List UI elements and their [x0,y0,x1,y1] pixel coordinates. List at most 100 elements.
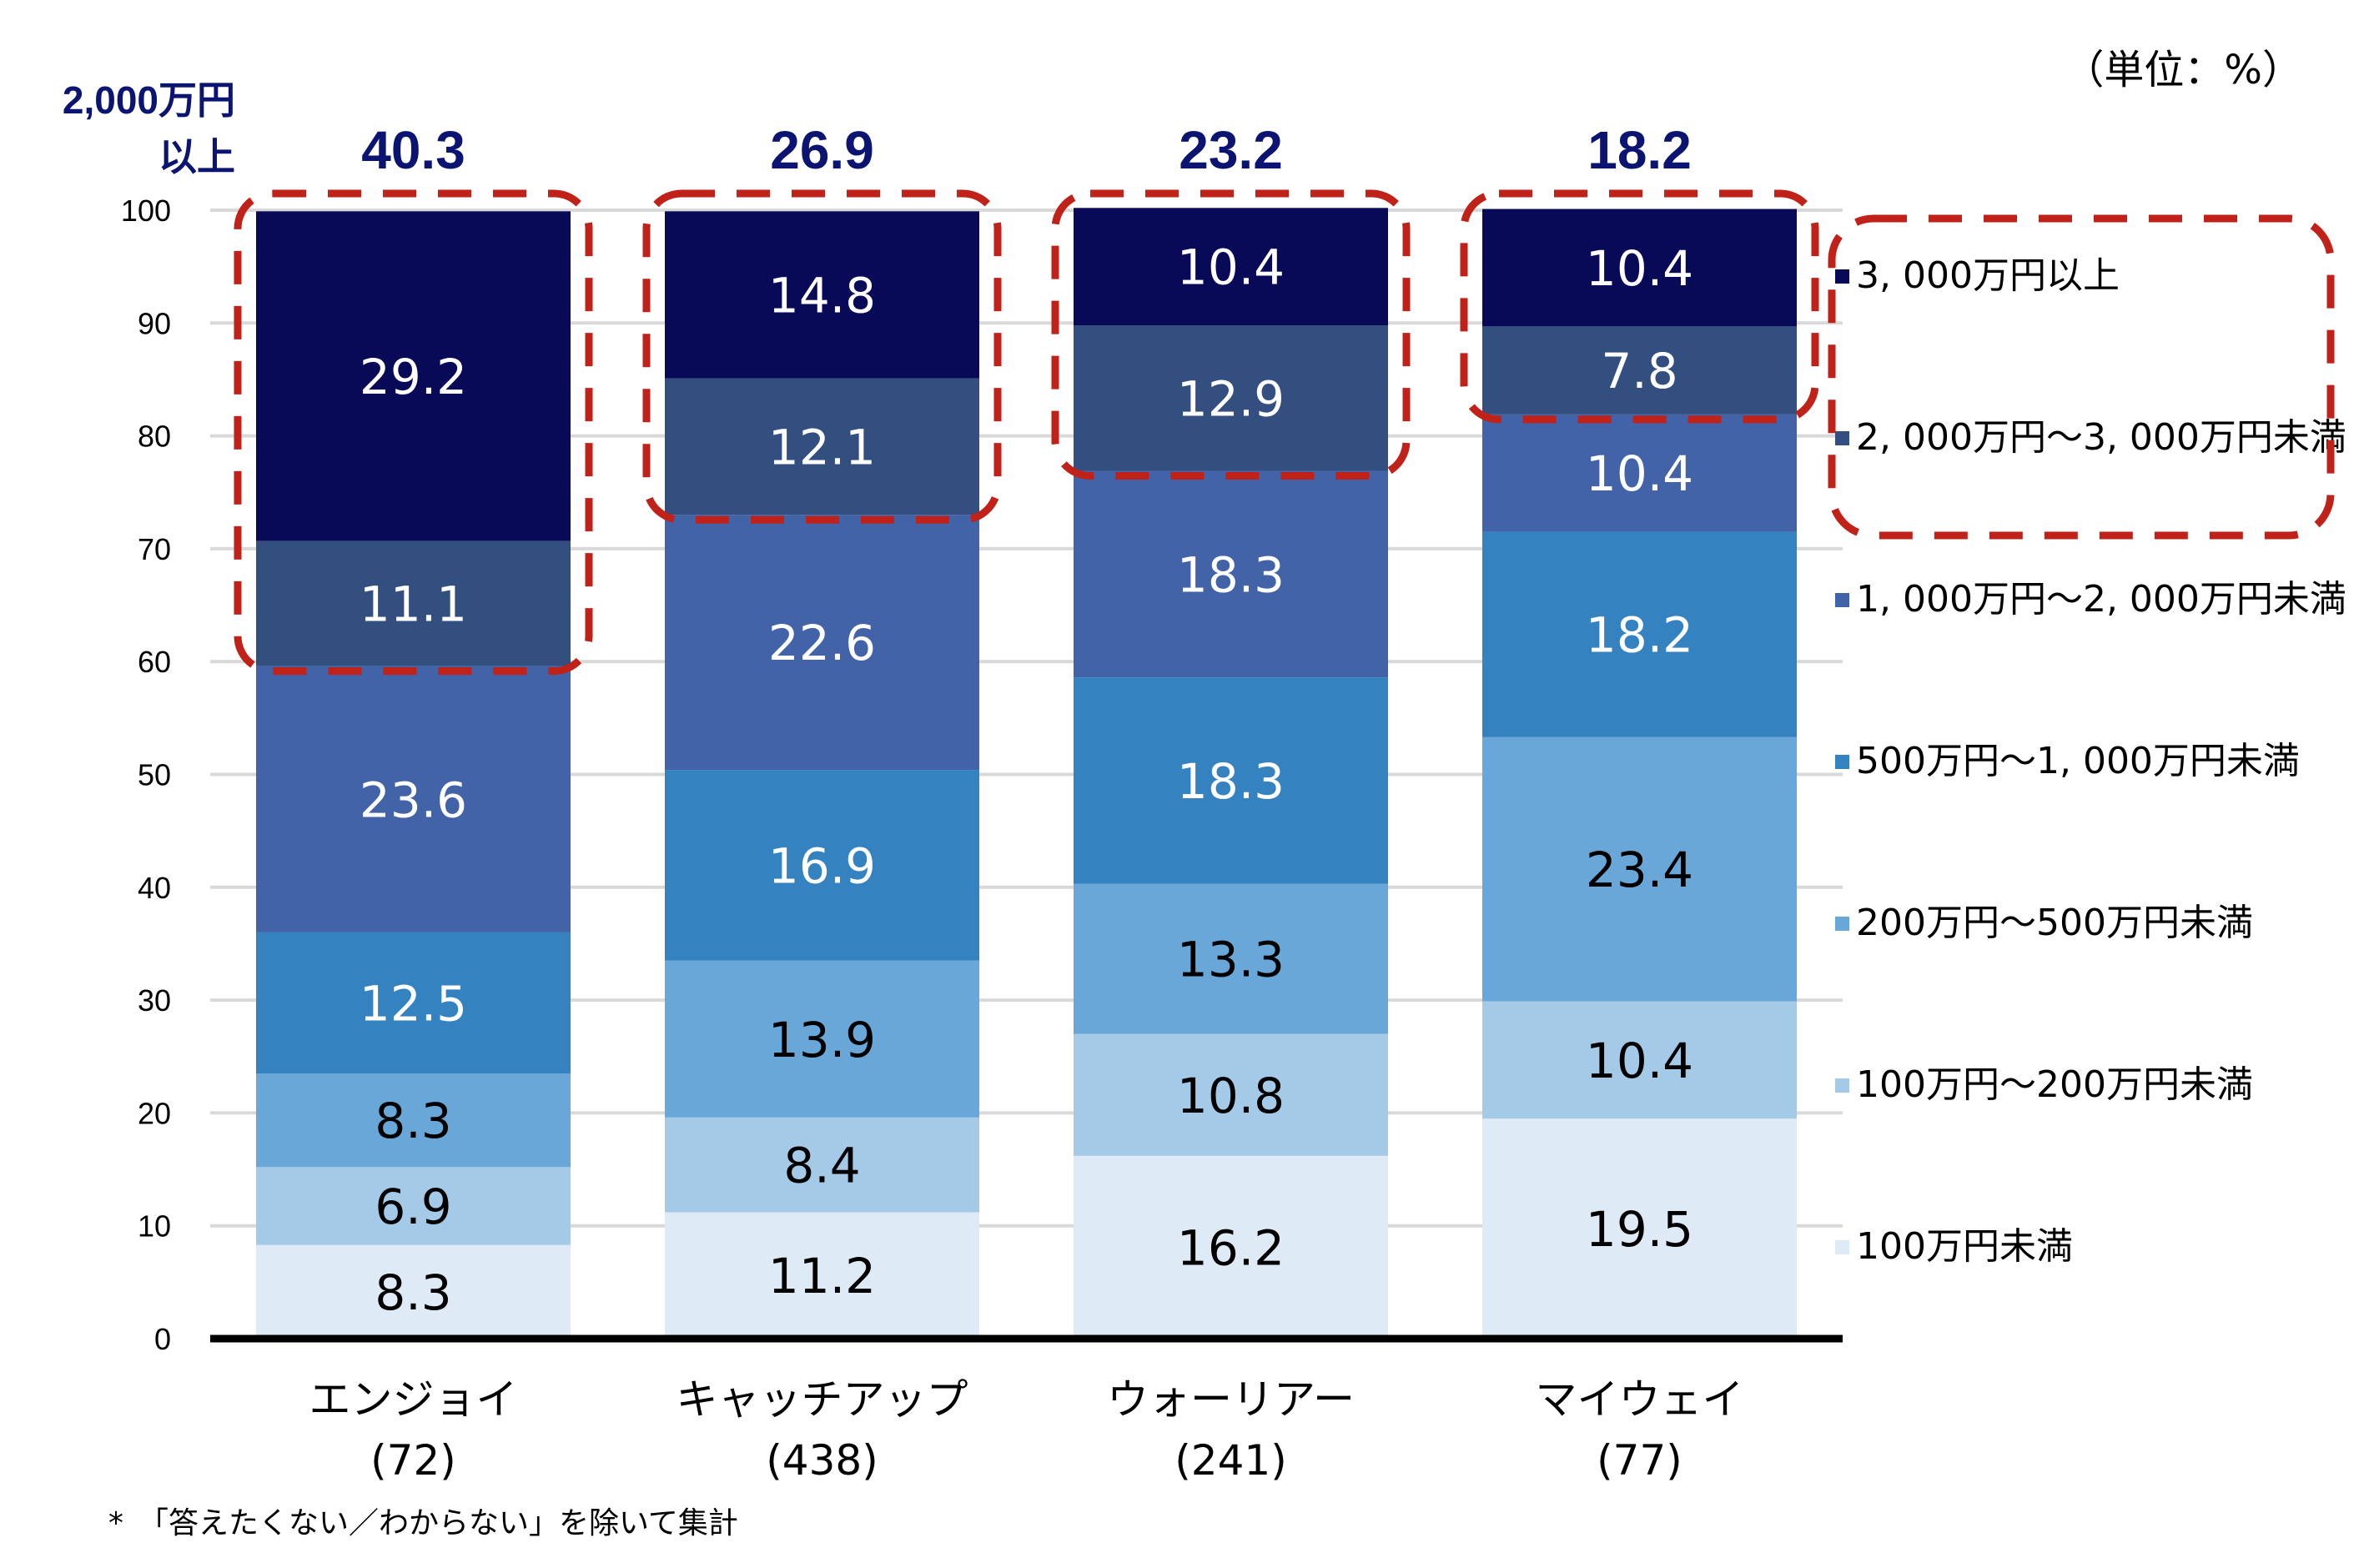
highlight-boxes [234,189,1819,676]
bar-segment [256,1244,571,1339]
legend-label: 100万円～200万円未満 [1856,1063,2253,1106]
category-count: (72) [370,1436,456,1485]
data-label: 10.4 [1586,445,1693,502]
data-label: 29.2 [360,349,467,405]
legend-swatch [1835,1078,1849,1093]
legend-swatch [1835,917,1849,931]
legend-label: 500万円～1, 000万円未満 [1856,740,2300,782]
legend-item: 100万円～200万円未満 [1835,1063,2253,1106]
bar-segment [1482,414,1797,532]
legend-item: 2, 000万円～3, 000万円未満 [1835,416,2346,459]
bar-segment [1074,325,1388,471]
data-label: 11.1 [360,576,467,633]
bar-stack: 16.2 10.8 13.3 18.3 18.3 12.9 10.4 [1074,208,1388,1339]
data-label: 16.2 [1177,1219,1285,1276]
data-label: 13.3 [1177,932,1285,988]
bar-stack: 8.3 6.9 8.3 12.5 23.6 11.1 29.2 [256,211,571,1339]
data-label: 23.6 [360,771,467,828]
bar-segment [256,1167,571,1245]
y-tick-label: 80 [138,420,171,454]
legend-swatch [1835,431,1849,445]
bar-segment [1482,1001,1797,1119]
data-label: 10.8 [1177,1068,1285,1124]
legend-swatch [1835,755,1849,769]
data-label: 23.4 [1586,842,1693,898]
y-tick-label: 70 [138,532,171,566]
highlight-box [234,189,593,676]
bar-segment [256,211,571,541]
legend-swatch [1835,269,1849,284]
legend-item: 200万円～500万円未満 [1835,902,2253,944]
data-label: 8.3 [375,1264,451,1321]
y-tick-label: 100 [121,193,171,228]
highlight-box [642,189,1002,524]
highlight-totals: 40.3 26.9 23.2 18.2 [361,120,1692,180]
bar-segment [1074,1155,1388,1339]
legend-label: 200万円～500万円未満 [1856,902,2253,944]
y-axis-ticks: 0 10 20 30 40 50 60 70 80 90 100 [121,193,171,1356]
legend-label: 2, 000万円～3, 000万円未満 [1856,416,2346,459]
legend-item: 100万円未満 [1835,1225,2073,1268]
footnote: * 「答えたくない／わからない」を除いて集計 [108,1506,738,1540]
legend-swatch [1835,1240,1849,1254]
bar-stack: 11.2 8.4 13.9 16.9 22.6 12.1 14.8 [665,211,979,1339]
bar-segment [256,1073,571,1168]
bar-segment [256,540,571,666]
data-label: 10.4 [1586,240,1693,297]
bar-segment [256,666,571,932]
bar-segment [665,211,979,379]
bar-segment [1074,208,1388,326]
bars: 8.3 6.9 8.3 12.5 23.6 11.1 29.2 11.2 8.4 13.9 16.9… [256,208,1797,1339]
highlight-total: 40.3 [361,120,465,180]
bar-stack: 19.5 10.4 23.4 18.2 10.4 7.8 10.4 [1482,209,1797,1339]
bar-segment [1482,531,1797,737]
bar-segment [256,932,571,1074]
y-tick-label: 40 [138,871,171,905]
bar-segment [665,1212,979,1339]
legend-label: 1, 000万円～2, 000万円未満 [1856,578,2346,621]
bar-segment [1074,1033,1388,1156]
bar-segment [1482,1118,1797,1339]
legend-item: 1, 000万円～2, 000万円未満 [1835,578,2346,621]
bar-segment [665,515,979,771]
category-label: ウォーリアー [1107,1375,1355,1424]
y-tick-label: 50 [138,758,171,792]
data-label: 18.2 [1586,607,1693,664]
bar-segment [665,770,979,961]
y-tick-label: 60 [138,645,171,679]
highlight-box [1460,189,1819,424]
data-label: 22.6 [768,615,876,671]
unit-label: （単位：%） [2064,47,2302,93]
legend: 3, 000万円以上 2, 000万円～3, 000万円未満 1, 000万円～2,… [1828,214,2346,1268]
bar-segment [665,378,979,515]
data-label: 14.8 [768,267,876,324]
highlight-total: 18.2 [1587,120,1692,180]
bar-segment [1074,470,1388,678]
data-label: 12.9 [1177,370,1285,427]
y-tick-label: 20 [138,1096,171,1130]
y-tick-label: 90 [138,306,171,340]
highlight-total: 26.9 [770,120,874,180]
category-labels: エンジョイ (72) キャッチアップ (438) ウォーリアー (241) マイウェイ (77… [309,1375,1744,1485]
bar-segment [1482,326,1797,415]
bar-segment [1074,677,1388,884]
bar-segment [665,1117,979,1213]
data-label: 12.5 [360,975,467,1032]
data-label: 19.5 [1586,1201,1693,1258]
legend-highlight-box [1828,214,2335,540]
data-label: 6.9 [375,1179,451,1235]
highlight-box [1051,189,1411,480]
legend-item: 500万円～1, 000万円未満 [1835,740,2300,782]
y-tick-label: 10 [138,1209,171,1244]
legend-item: 3, 000万円以上 [1835,254,2120,297]
data-label: 18.3 [1177,753,1285,810]
data-label: 10.4 [1586,1033,1693,1089]
bar-segment [1482,736,1797,1002]
data-label: 10.4 [1177,239,1285,296]
data-label: 8.4 [783,1138,860,1194]
bar-segment [1482,209,1797,327]
bar-segment [665,960,979,1118]
data-label: 12.1 [768,419,876,475]
category-label: マイウェイ [1536,1375,1744,1424]
